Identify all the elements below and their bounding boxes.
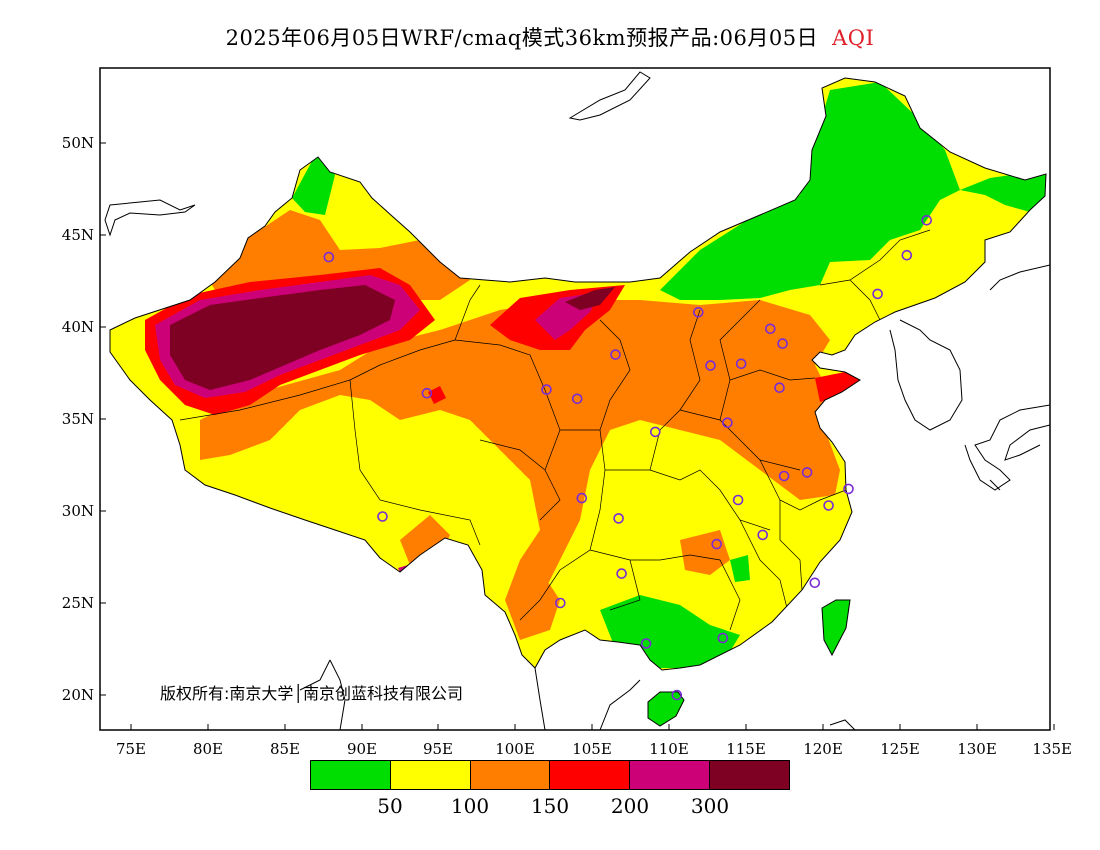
lon-tick-label: 115E bbox=[726, 740, 766, 758]
station-marker bbox=[571, 393, 583, 405]
legend-label: 50 bbox=[377, 794, 403, 818]
station-marker bbox=[616, 568, 627, 579]
neighbor-coastlines bbox=[104, 71, 1050, 730]
lat-tick-label: 20N bbox=[62, 686, 94, 704]
lon-tick-label: 135E bbox=[1032, 740, 1072, 758]
station-marker bbox=[777, 338, 788, 349]
aqi-legend-bar bbox=[310, 760, 790, 790]
station-marker bbox=[722, 417, 733, 429]
station-marker bbox=[640, 638, 652, 649]
station-marker bbox=[732, 494, 744, 506]
lon-tick-label: 80E bbox=[193, 740, 223, 758]
station-marker bbox=[610, 349, 621, 360]
legend-swatch bbox=[390, 761, 471, 789]
aqi-legend-labels: 50 100 150 200 300 bbox=[310, 794, 790, 818]
legend-swatch bbox=[311, 761, 391, 789]
lon-tick-label: 100E bbox=[495, 740, 535, 758]
legend-label: 200 bbox=[610, 794, 650, 818]
station-marker bbox=[764, 323, 776, 335]
lon-tick-label: 105E bbox=[572, 740, 612, 758]
station-marker bbox=[671, 689, 683, 701]
axis-ticks: 50N 45N 40N 35N 30N 25N 20N 75E 80E 85E 90E 95E 100E… bbox=[62, 134, 1072, 758]
station-marker bbox=[717, 632, 729, 644]
lat-tick-label: 35N bbox=[62, 410, 94, 428]
lon-tick-label: 90E bbox=[347, 740, 377, 758]
lon-tick-label: 95E bbox=[423, 740, 453, 758]
station-marker bbox=[541, 384, 552, 395]
station-marker bbox=[554, 597, 566, 609]
station-marker bbox=[711, 538, 723, 550]
station-marker bbox=[809, 577, 821, 589]
title-text: 2025年06月05日WRF/cmaq模式36km预报产品:06月05日 bbox=[225, 26, 819, 50]
station-marker bbox=[843, 483, 854, 495]
lon-tick-label: 110E bbox=[649, 740, 689, 758]
legend-swatch bbox=[710, 761, 789, 789]
lon-tick-label: 120E bbox=[803, 740, 843, 758]
station-marker bbox=[774, 382, 785, 394]
lat-tick-label: 50N bbox=[62, 134, 94, 152]
lat-tick-label: 25N bbox=[62, 594, 94, 612]
lon-tick-label: 130E bbox=[957, 740, 997, 758]
china-border bbox=[109, 77, 1047, 671]
station-marker bbox=[692, 306, 704, 318]
station-marker bbox=[613, 513, 624, 524]
station-marker bbox=[705, 360, 716, 371]
legend-label: 300 bbox=[690, 794, 730, 818]
station-marker bbox=[801, 467, 813, 478]
copyright-text: 版权所有:南京大学│南京创蓝科技有限公司 bbox=[160, 684, 464, 703]
legend-label: 150 bbox=[530, 794, 570, 818]
lon-tick-label: 125E bbox=[880, 740, 920, 758]
lat-tick-label: 40N bbox=[62, 318, 94, 336]
station-marker bbox=[778, 470, 790, 482]
map-title: 2025年06月05日WRF/cmaq模式36km预报产品:06月05日 AQI bbox=[0, 22, 1100, 52]
lon-tick-label: 75E bbox=[116, 740, 146, 758]
legend-label: 100 bbox=[450, 794, 490, 818]
map-frame bbox=[99, 67, 1051, 731]
station-marker bbox=[823, 500, 834, 511]
station-marker bbox=[901, 249, 913, 261]
station-marker bbox=[377, 511, 388, 522]
lat-tick-label: 30N bbox=[62, 502, 94, 520]
station-marker bbox=[872, 288, 883, 300]
legend-swatch bbox=[550, 761, 631, 789]
station-marker bbox=[421, 387, 433, 399]
station-marker bbox=[576, 492, 588, 504]
station-marker bbox=[757, 529, 769, 541]
legend-swatch bbox=[470, 761, 551, 789]
station-marker bbox=[921, 215, 933, 226]
station-markers bbox=[323, 215, 933, 701]
lat-tick-label: 45N bbox=[62, 226, 94, 244]
legend-swatch bbox=[630, 761, 711, 789]
lon-tick-label: 85E bbox=[270, 740, 300, 758]
province-boundaries bbox=[179, 229, 931, 631]
station-marker bbox=[323, 251, 335, 263]
title-variable: AQI bbox=[832, 26, 875, 50]
station-marker bbox=[735, 358, 747, 370]
station-marker bbox=[649, 426, 661, 438]
